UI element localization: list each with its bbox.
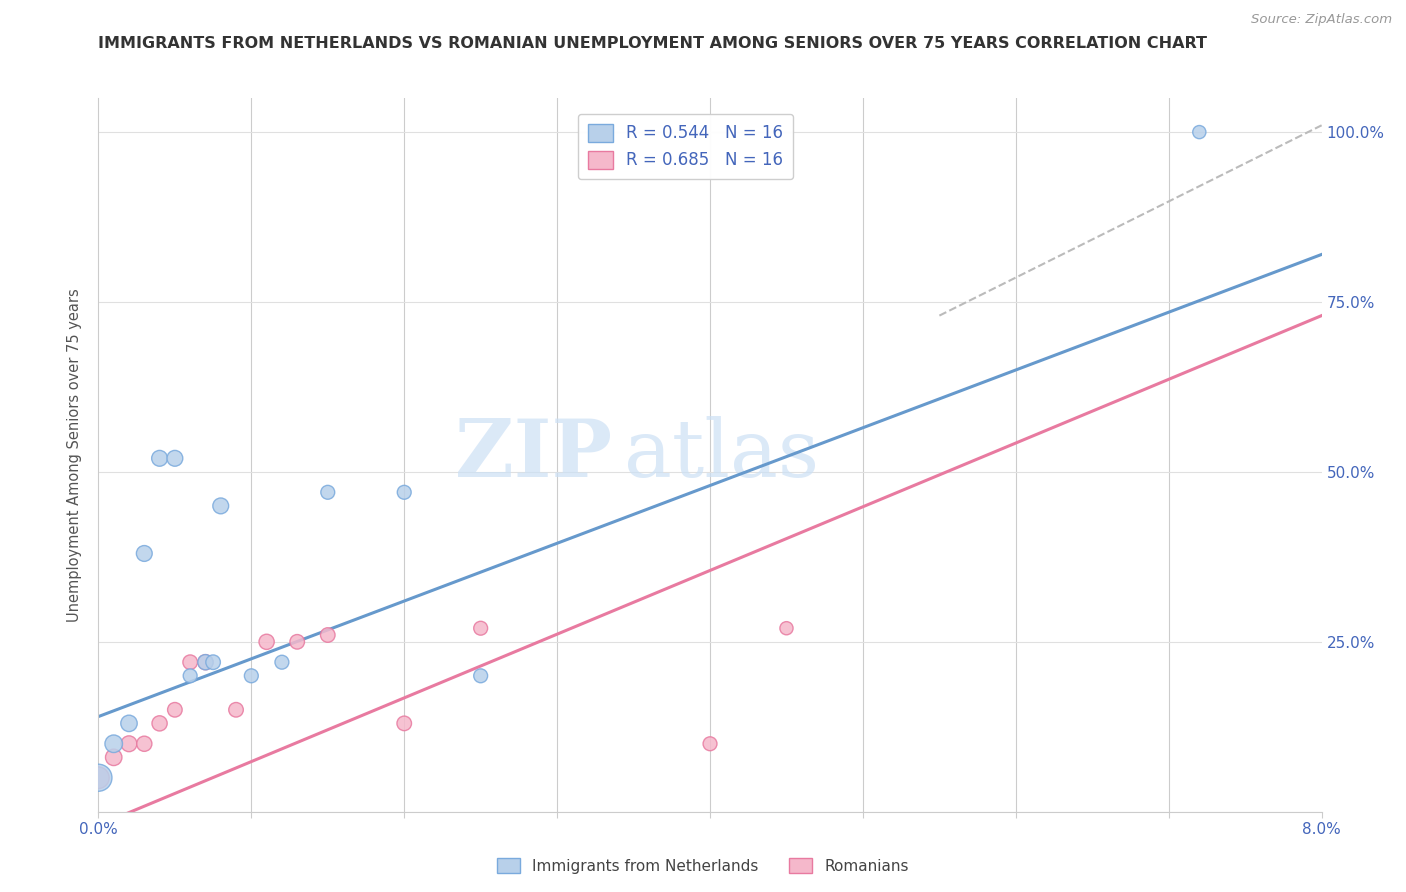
Point [163, 703, 186, 717]
Point [194, 655, 217, 669]
Y-axis label: Unemployment Among Seniors over 75 years: Unemployment Among Seniors over 75 years [67, 288, 83, 622]
Point [699, 737, 721, 751]
Legend: R = 0.544   N = 16, R = 0.685   N = 16: R = 0.544 N = 16, R = 0.685 N = 16 [578, 113, 793, 179]
Point [392, 485, 416, 500]
Point [163, 451, 186, 466]
Point [134, 546, 156, 560]
Text: IMMIGRANTS FROM NETHERLANDS VS ROMANIAN UNEMPLOYMENT AMONG SENIORS OVER 75 YEARS: IMMIGRANTS FROM NETHERLANDS VS ROMANIAN … [98, 36, 1208, 51]
Point [775, 621, 797, 635]
Point [1188, 125, 1211, 139]
Point [134, 737, 156, 751]
Text: ZIP: ZIP [456, 416, 612, 494]
Point [179, 669, 201, 683]
Point [103, 737, 125, 751]
Point [149, 451, 172, 466]
Point [179, 655, 201, 669]
Point [285, 635, 308, 649]
Point [316, 485, 339, 500]
Point [87, 771, 110, 785]
Point [103, 750, 125, 764]
Point [240, 669, 263, 683]
Point [470, 669, 492, 683]
Point [87, 771, 110, 785]
Point [256, 635, 278, 649]
Text: Source: ZipAtlas.com: Source: ZipAtlas.com [1251, 13, 1392, 27]
Point [118, 737, 141, 751]
Point [202, 655, 225, 669]
Legend: Immigrants from Netherlands, Romanians: Immigrants from Netherlands, Romanians [491, 852, 915, 880]
Text: atlas: atlas [624, 416, 820, 494]
Point [392, 716, 416, 731]
Point [470, 621, 492, 635]
Point [270, 655, 294, 669]
Point [149, 716, 172, 731]
Point [316, 628, 339, 642]
Point [209, 499, 232, 513]
Point [194, 655, 217, 669]
Point [225, 703, 247, 717]
Point [118, 716, 141, 731]
